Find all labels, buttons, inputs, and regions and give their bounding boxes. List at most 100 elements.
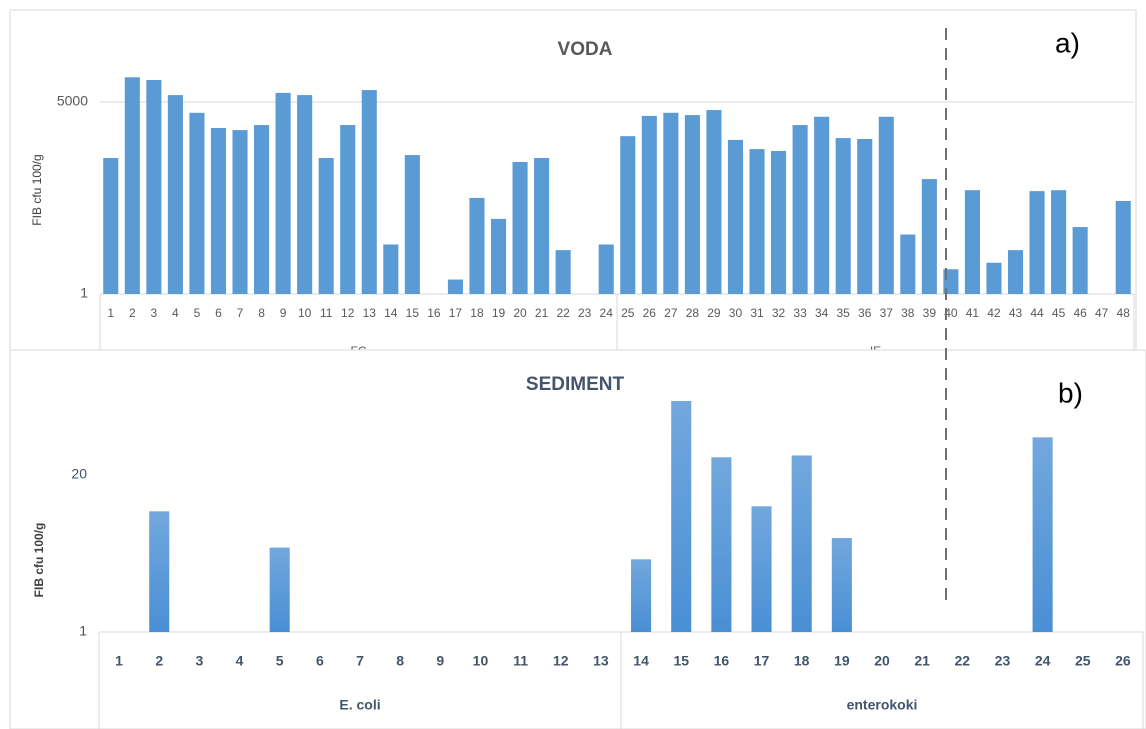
annotation: a) [1055,27,1080,58]
x-tick-label: 17 [754,653,770,669]
x-tick-label: 32 [772,306,786,320]
annotation: b) [1058,377,1083,408]
chart-title: SEDIMENT [526,374,625,395]
x-tick-label: 34 [815,306,829,320]
x-tick-label: 6 [316,653,324,669]
x-tick-label: 18 [470,306,484,320]
x-tick-label: 25 [1075,653,1091,669]
x-tick-label: 5 [276,653,284,669]
group-label: E. coli [339,697,380,713]
bar [340,125,356,294]
bar [1051,190,1067,294]
x-tick-label: 9 [280,306,287,320]
x-tick-label: 39 [923,306,937,320]
bar [631,559,652,632]
x-tick-label: 20 [513,306,527,320]
bar [275,92,291,294]
x-tick-label: 10 [473,653,489,669]
y-tick-label: 20 [71,466,87,482]
x-tick-label: 41 [966,306,980,320]
x-tick-label: 20 [874,653,890,669]
x-tick-label: 12 [341,306,355,320]
x-tick-label: 44 [1030,306,1044,320]
x-tick-label: 4 [172,306,179,320]
bar [469,197,485,294]
bar [254,125,270,294]
x-tick-label: 21 [914,653,930,669]
x-tick-label: 1 [107,306,114,320]
x-tick-label: 6 [215,306,222,320]
x-tick-label: 7 [237,306,244,320]
bar [814,116,830,295]
x-tick-label: 1 [115,653,123,669]
x-tick-label: 14 [633,653,649,669]
bar [771,150,787,294]
x-tick-label: 43 [1009,306,1023,320]
bar [641,115,657,294]
bar [711,457,732,632]
x-tick-label: 13 [593,653,609,669]
bar [383,244,399,294]
bar [318,158,334,294]
bar [857,138,873,294]
bar [555,250,571,294]
y-tick-label: 5000 [57,93,88,109]
bar [943,269,959,294]
bar [1115,200,1131,294]
bar [534,158,550,294]
bar [706,110,722,294]
bar [149,511,170,632]
bar [1032,437,1053,632]
x-tick-label: 42 [987,306,1001,320]
bar [146,79,162,294]
bar [900,234,916,294]
bar [792,125,808,294]
bar [404,155,420,294]
x-tick-label: 37 [880,306,894,320]
bar [124,77,140,294]
x-tick-label: 2 [129,306,136,320]
bar [749,149,765,294]
x-tick-label: 29 [707,306,721,320]
bar [189,112,205,294]
x-tick-label: 24 [1035,653,1051,669]
bar [671,401,692,632]
x-tick-label: 30 [729,306,743,320]
bar [727,139,744,294]
bar [986,262,1002,294]
x-tick-label: 21 [535,306,549,320]
x-tick-label: 19 [834,653,850,669]
bar [232,130,248,294]
chart-title: VODA [558,39,613,60]
x-tick-label: 13 [363,306,377,320]
bar [167,95,183,294]
bar [512,161,528,294]
group-label: enterokoki [847,697,918,713]
x-tick-label: 35 [837,306,851,320]
x-tick-label: 17 [449,306,463,320]
bar [663,112,679,294]
x-tick-label: 47 [1095,306,1109,320]
panel-background [9,349,1146,729]
bar [103,158,119,294]
bar [684,115,700,294]
x-tick-label: 24 [600,306,614,320]
bar [1029,191,1045,294]
bar [598,244,614,294]
x-tick-label: 16 [427,306,441,320]
x-tick-label: 26 [1115,653,1131,669]
bar [791,455,812,632]
x-tick-label: 33 [793,306,807,320]
x-tick-label: 11 [320,306,333,320]
bar [1072,227,1088,294]
x-tick-label: 27 [664,306,678,320]
x-tick-label: 15 [406,306,420,320]
x-tick-label: 40 [944,306,958,320]
x-tick-label: 16 [714,653,730,669]
x-tick-label: 23 [995,653,1011,669]
x-tick-label: 11 [513,653,528,669]
bar [921,179,937,294]
bar [835,138,851,294]
x-tick-label: 9 [436,653,444,669]
